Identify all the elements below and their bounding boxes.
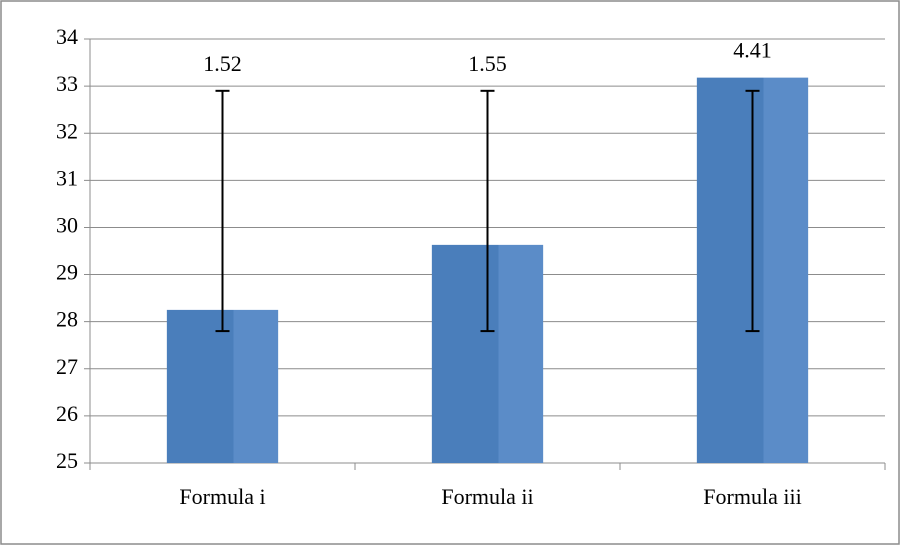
- y-tick-label: 33: [56, 71, 78, 96]
- x-tick-label: Formula iii: [703, 484, 801, 509]
- x-tick-label: Formula ii: [441, 484, 533, 509]
- y-tick-label: 31: [56, 165, 78, 190]
- y-tick-label: 34: [56, 24, 78, 49]
- annotation: 1.52: [203, 51, 242, 76]
- annotation: 1.55: [468, 51, 507, 76]
- y-tick-label: 26: [56, 401, 78, 426]
- y-tick-label: 32: [56, 118, 78, 143]
- y-tick-label: 28: [56, 307, 78, 332]
- y-tick-label: 30: [56, 212, 78, 237]
- y-tick-label: 29: [56, 260, 78, 285]
- x-tick-label: Formula i: [179, 484, 265, 509]
- y-tick-label: 27: [56, 354, 78, 379]
- annotation: 4.41: [733, 38, 772, 63]
- bar: [166, 309, 279, 463]
- y-tick-label: 25: [56, 448, 78, 473]
